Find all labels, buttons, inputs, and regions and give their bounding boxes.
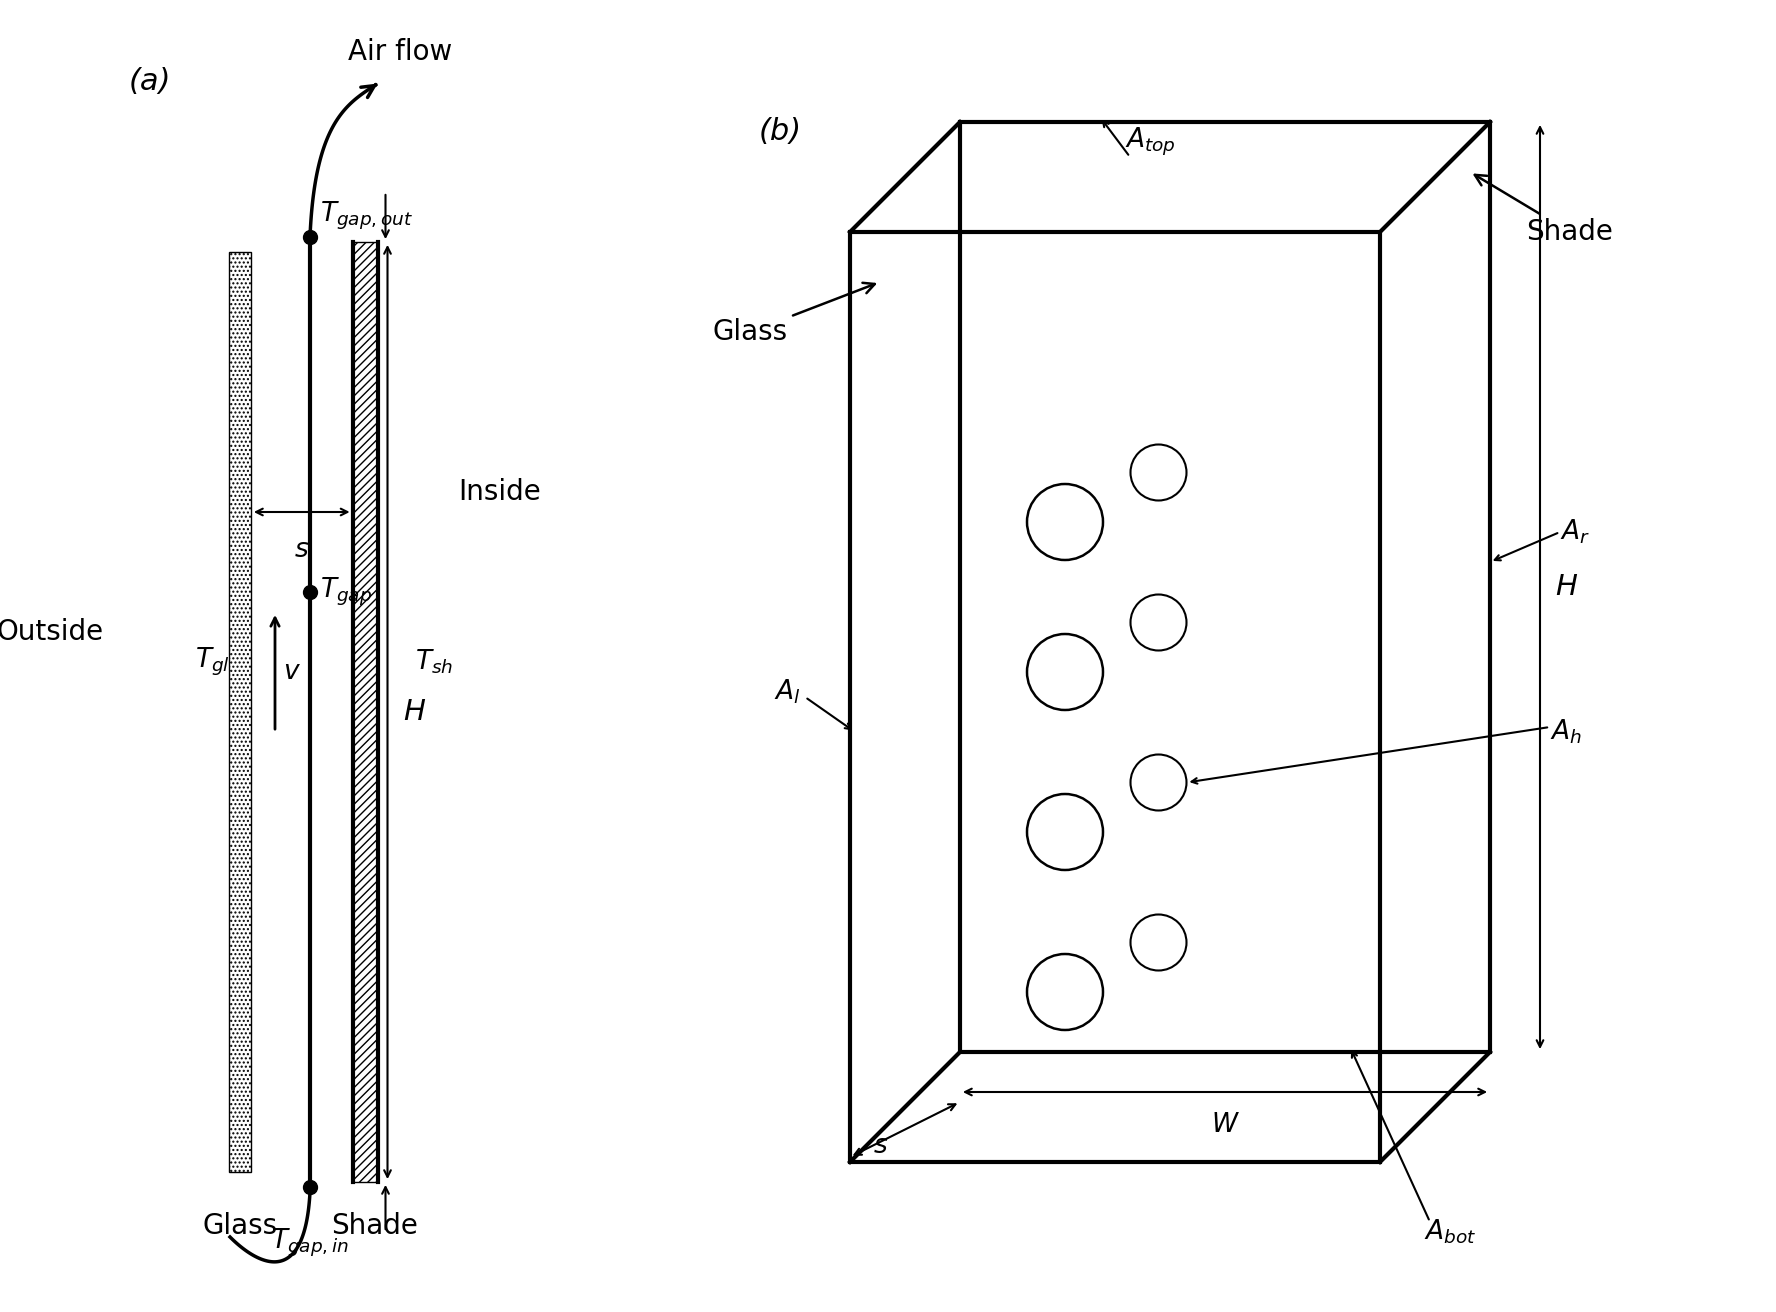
Text: $T_{gap}$: $T_{gap}$	[320, 576, 371, 609]
Text: $T_{gl}$: $T_{gl}$	[195, 646, 231, 678]
Text: $W$: $W$	[1211, 1113, 1240, 1138]
Text: Inside: Inside	[458, 478, 542, 506]
Text: (a): (a)	[128, 67, 170, 97]
Text: Glass: Glass	[202, 1212, 277, 1240]
Text: $A_{top}$: $A_{top}$	[1124, 126, 1176, 159]
Text: $s$: $s$	[874, 1134, 888, 1158]
Text: Glass: Glass	[712, 283, 876, 346]
Text: (b): (b)	[758, 118, 801, 147]
Bar	[352, 241, 378, 1182]
Text: $H$: $H$	[1556, 573, 1579, 601]
Text: $A_h$: $A_h$	[1550, 718, 1582, 747]
Text: Shade: Shade	[332, 1212, 419, 1240]
Text: Shade: Shade	[1474, 174, 1613, 247]
Text: $A_r$: $A_r$	[1559, 518, 1590, 546]
Bar	[229, 252, 250, 1172]
Text: Outside: Outside	[0, 618, 103, 646]
Text: $A_{bot}$: $A_{bot}$	[1424, 1218, 1476, 1246]
Text: $T_{sh}$: $T_{sh}$	[416, 648, 453, 676]
Text: $T_{gap,out}$: $T_{gap,out}$	[320, 199, 414, 232]
Text: $v$: $v$	[282, 659, 300, 685]
Text: $H$: $H$	[403, 698, 426, 726]
Text: $s$: $s$	[295, 537, 309, 563]
Text: $T_{gap,in}$: $T_{gap,in}$	[272, 1227, 348, 1260]
Text: $A_l$: $A_l$	[774, 678, 799, 706]
Text: Air flow: Air flow	[348, 38, 453, 66]
